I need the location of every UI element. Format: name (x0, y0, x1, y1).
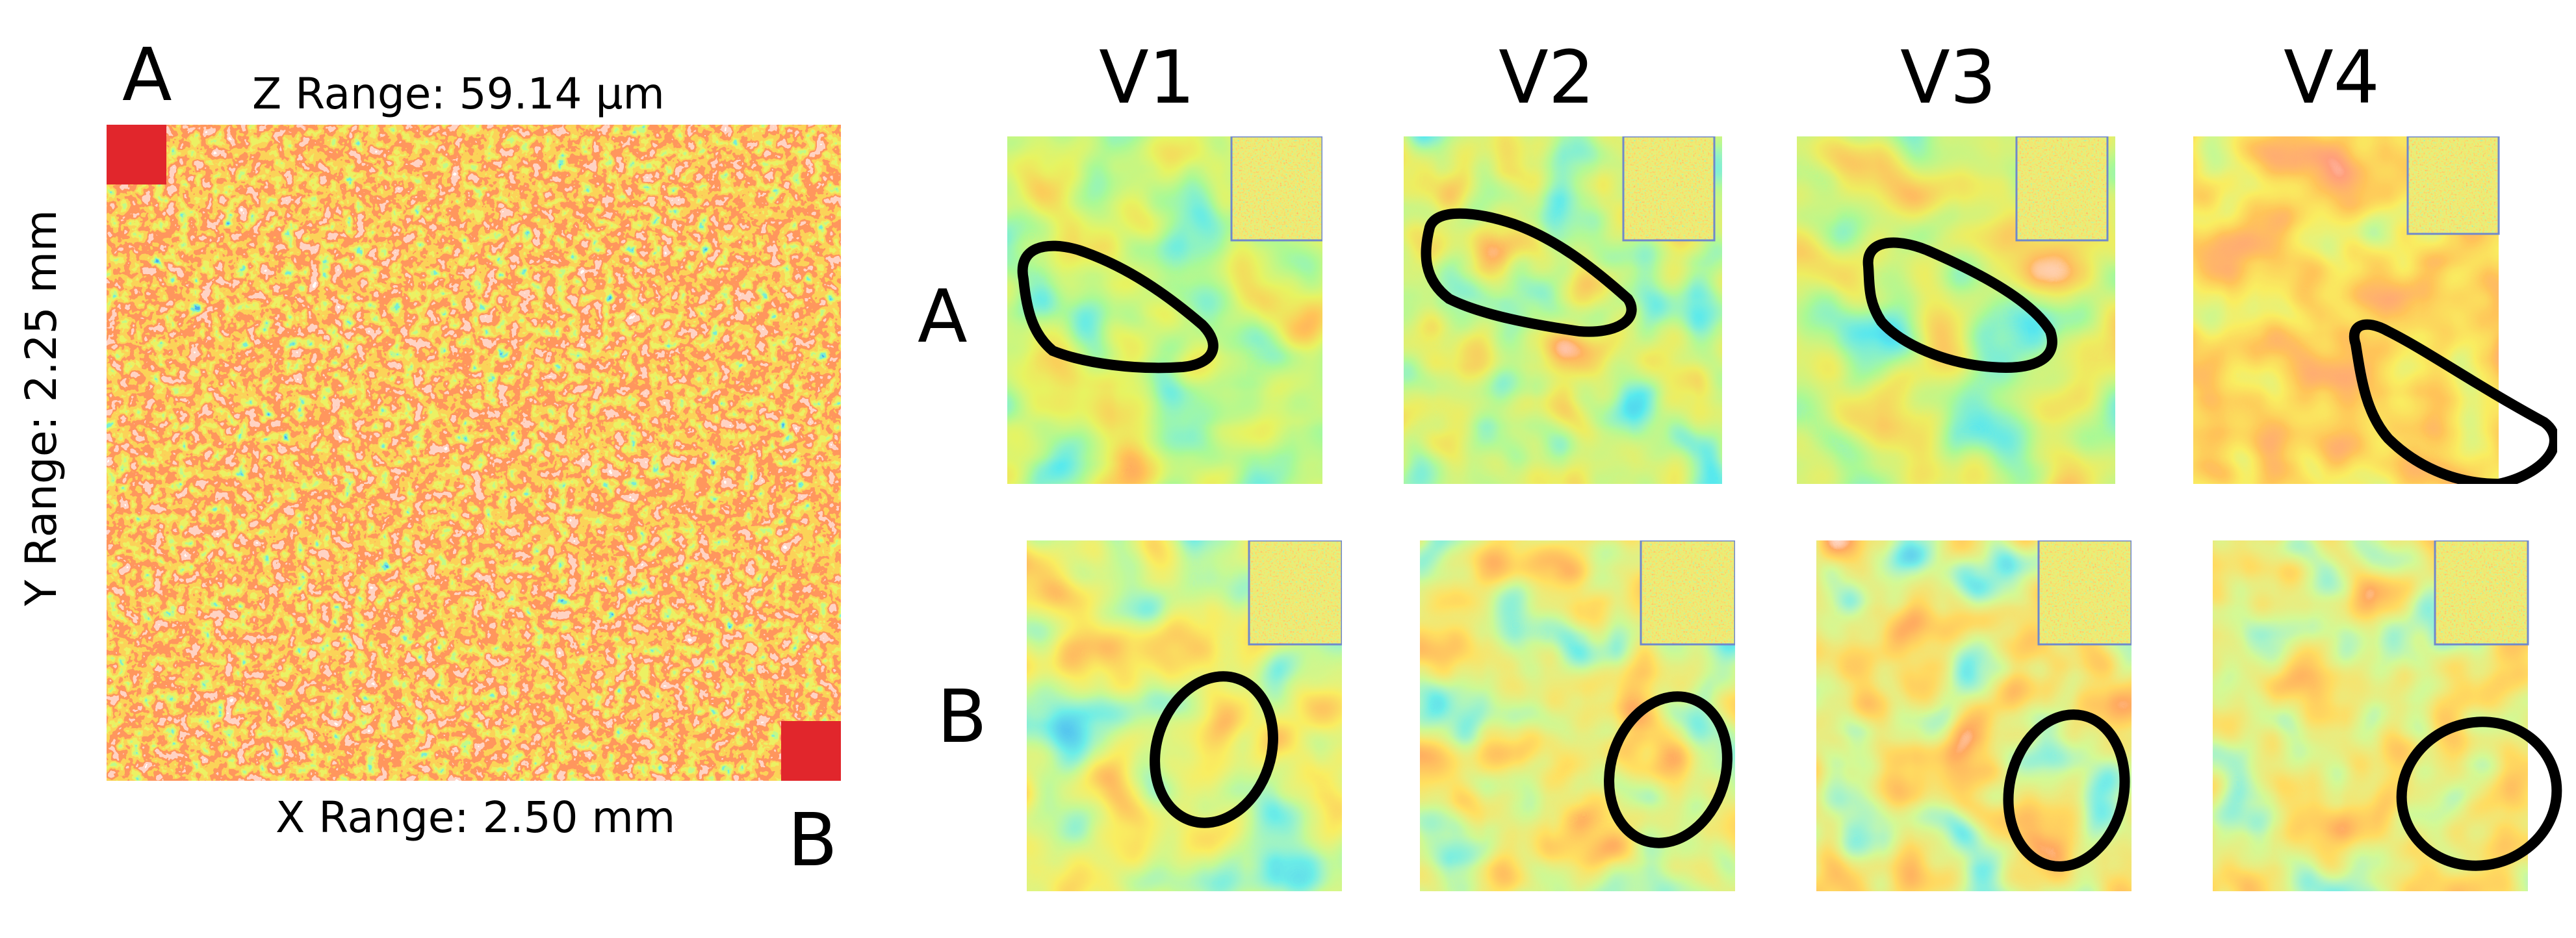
column-header-v3: V3 (1900, 36, 1996, 120)
zoom-map-b-v3 (1816, 540, 2132, 891)
zoom-map-b-v1 (1027, 540, 1342, 891)
corner-marker-a (107, 125, 166, 184)
inset-thumbnail (1641, 540, 1735, 644)
corner-label-a: A (122, 33, 172, 118)
zoom-map-a-v4 (2193, 136, 2557, 484)
zoom-map-a-v1 (1007, 136, 1322, 484)
feature-outline (1017, 240, 1218, 374)
overview-height-map (107, 125, 841, 781)
column-header-v2: V2 (1499, 36, 1595, 120)
corner-label-b: B (788, 798, 838, 883)
row-header-b: B (937, 675, 987, 759)
zoom-map-b-v2 (1420, 540, 1735, 891)
column-header-v1: V1 (1099, 36, 1195, 120)
zoom-map-b-v4 (2213, 540, 2562, 891)
zoom-map-a-v3 (1797, 136, 2115, 484)
inset-thumbnail (2016, 136, 2107, 240)
feature-outline (2349, 319, 2557, 484)
feature-outline (1421, 208, 1637, 337)
feature-outline (1150, 671, 1278, 828)
feature-outline (1862, 237, 2057, 373)
row-header-a: A (918, 275, 968, 359)
column-header-v4: V4 (2284, 36, 2380, 120)
inset-thumbnail (2435, 540, 2528, 644)
inset-thumbnail (2039, 540, 2132, 644)
feature-outline (2396, 716, 2562, 871)
inset-thumbnail (2408, 136, 2499, 234)
feature-outline (2003, 709, 2130, 872)
y-range-label: Y Range: 2.25 mm (16, 209, 66, 606)
inset-thumbnail (1231, 136, 1322, 240)
inset-thumbnail (1623, 136, 1714, 240)
feature-outline (1604, 691, 1732, 848)
z-range-label: Z Range: 59.14 μm (252, 69, 665, 119)
corner-marker-b (781, 721, 841, 781)
inset-thumbnail (1249, 540, 1342, 644)
zoom-map-a-v2 (1404, 136, 1722, 484)
x-range-label: X Range: 2.50 mm (276, 792, 676, 843)
